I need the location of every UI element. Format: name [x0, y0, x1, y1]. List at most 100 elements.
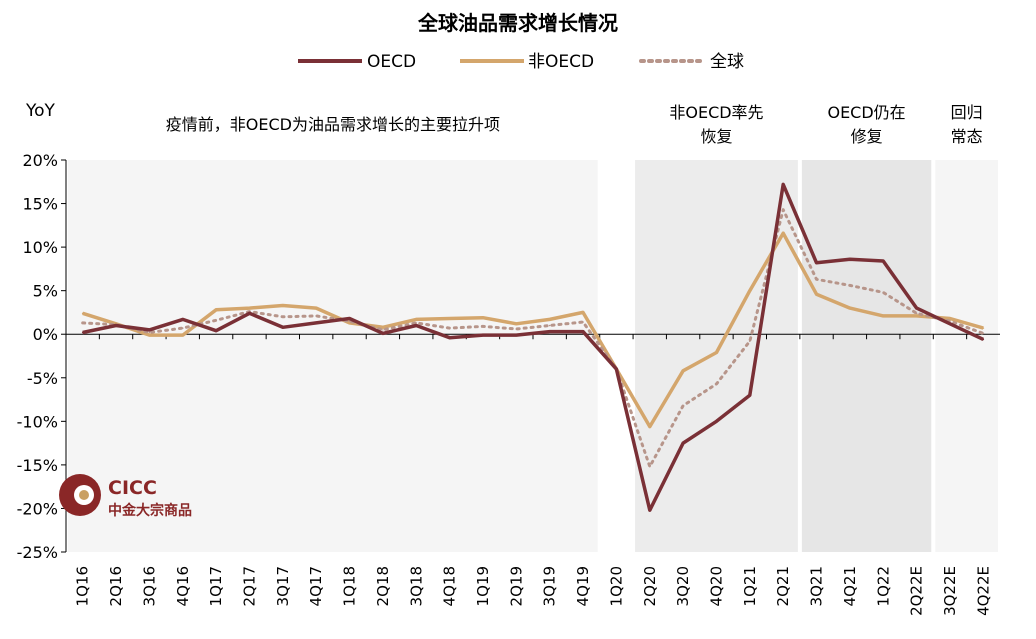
- x-tick-label: 1Q20: [607, 566, 625, 606]
- x-tick-label: 2Q20: [641, 566, 659, 606]
- data-point-1: [682, 370, 684, 372]
- data-point-0: [148, 329, 151, 331]
- data-point-0: [715, 420, 718, 423]
- cicc-logo: CICC 中金大宗商品: [59, 474, 192, 519]
- data-point-0: [849, 258, 851, 261]
- data-point-0: [982, 338, 985, 341]
- legend-label-global: 全球: [710, 52, 744, 72]
- data-point-0: [815, 261, 818, 264]
- data-point-0: [515, 334, 518, 336]
- data-point-2: [348, 320, 351, 322]
- legend: OECD 非OECD 全球: [298, 52, 744, 72]
- data-point-0: [81, 331, 84, 334]
- data-point-2: [482, 325, 484, 328]
- series-line-1: [82, 231, 984, 429]
- data-point-0: [448, 336, 451, 339]
- data-point-1: [415, 318, 418, 321]
- series-line-2: [81, 208, 985, 469]
- data-point-0: [915, 307, 918, 309]
- data-point-0: [548, 330, 551, 333]
- data-point-0: [615, 368, 618, 370]
- data-point-1: [582, 311, 584, 314]
- phase-annotations: 疫情前，非OECD为油品需求增长的主要拉升项 非OECD率先恢复 OECD仍在修复 回…: [166, 103, 983, 146]
- data-point-0: [782, 183, 784, 186]
- data-point-2: [548, 324, 551, 327]
- x-tick-label: 4Q22E: [974, 566, 992, 616]
- x-tick-label: 3Q16: [140, 566, 158, 606]
- data-point-1: [982, 327, 985, 329]
- x-tick-label: 4Q20: [707, 566, 725, 606]
- data-point-0: [282, 326, 284, 329]
- data-point-1: [215, 309, 217, 311]
- data-point-2: [949, 320, 951, 322]
- data-point-1: [815, 293, 818, 295]
- logo-mark-dot-icon: [79, 490, 89, 500]
- x-tick-label: 4Q19: [574, 566, 592, 606]
- x-tick-label: 1Q16: [74, 566, 92, 606]
- y-tick-label: 15%: [22, 195, 58, 214]
- data-point-2: [81, 322, 84, 324]
- x-tick-label: 1Q21: [741, 566, 759, 606]
- phase-note-1: 非OECD率先恢复: [669, 103, 763, 146]
- data-point-0: [248, 312, 251, 315]
- data-point-0: [215, 329, 217, 332]
- y-tick-label: -15%: [17, 456, 58, 475]
- data-point-0: [882, 260, 885, 262]
- data-point-1: [515, 322, 518, 325]
- x-tick-label: 1Q19: [474, 566, 492, 606]
- data-point-2: [715, 383, 718, 385]
- data-point-2: [415, 322, 418, 324]
- y-tick-label: -10%: [17, 412, 58, 431]
- data-point-0: [382, 332, 384, 335]
- data-point-1: [81, 312, 84, 315]
- data-point-2: [215, 319, 217, 322]
- data-point-1: [915, 315, 918, 317]
- x-tick-label: 3Q17: [274, 566, 292, 606]
- data-point-2: [749, 340, 751, 342]
- data-point-1: [782, 232, 784, 234]
- data-point-0: [482, 334, 484, 336]
- data-point-2: [582, 321, 584, 323]
- data-point-2: [682, 404, 684, 407]
- y-tick-label: -5%: [27, 369, 58, 388]
- data-point-2: [448, 327, 451, 329]
- data-point-2: [315, 315, 317, 317]
- data-point-1: [715, 351, 718, 354]
- chart-title: 全球油品需求增长情况: [417, 11, 618, 35]
- axes: 20% 15% 10% 5% 0% -5% -10% -15% -20% -25% 1Q16 2Q16…: [17, 151, 1000, 616]
- data-point-1: [849, 307, 851, 309]
- shade-region-2: [801, 160, 932, 552]
- data-point-2: [515, 328, 518, 330]
- data-point-2: [382, 329, 384, 331]
- x-tick-label: 2Q22E: [908, 566, 926, 616]
- data-point-2: [148, 331, 151, 334]
- data-point-1: [382, 326, 384, 329]
- data-point-1: [315, 307, 317, 309]
- data-point-1: [548, 318, 551, 321]
- data-point-1: [749, 289, 751, 292]
- data-point-0: [682, 442, 684, 444]
- data-point-0: [115, 324, 117, 327]
- data-point-2: [815, 278, 818, 281]
- x-tick-label: 4Q17: [307, 566, 325, 606]
- x-tick-label: 2Q17: [240, 566, 258, 606]
- phase-note-2: OECD仍在修复: [827, 103, 905, 146]
- data-point-1: [248, 307, 251, 309]
- legend-label-non-oecd: 非OECD: [528, 52, 594, 72]
- x-tick-label: 3Q21: [808, 566, 826, 606]
- y-tick-label: 5%: [33, 282, 58, 301]
- shade-region-3: [935, 160, 998, 552]
- data-point-0: [648, 509, 651, 511]
- data-point-2: [982, 332, 985, 335]
- data-point-2: [882, 291, 885, 294]
- data-point-1: [648, 425, 651, 428]
- data-point-2: [282, 316, 284, 318]
- x-tick-label: 3Q18: [407, 566, 425, 606]
- data-point-1: [181, 334, 184, 336]
- data-point-2: [782, 208, 784, 211]
- phase-note-0: 疫情前，非OECD为油品需求增长的主要拉升项: [166, 115, 500, 134]
- x-tick-label: 2Q21: [774, 566, 792, 606]
- data-point-1: [482, 316, 484, 319]
- x-tick-label: 3Q22E: [941, 566, 959, 616]
